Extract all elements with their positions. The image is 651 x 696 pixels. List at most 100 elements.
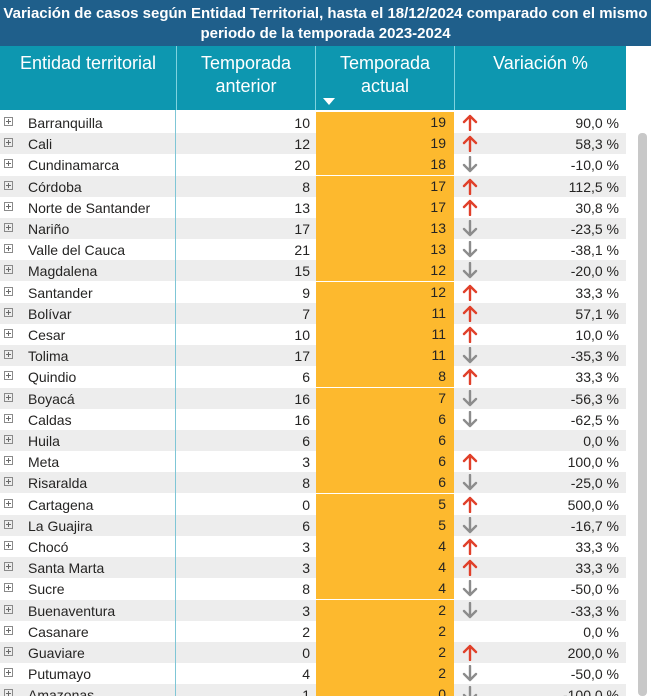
previous-value: 6 xyxy=(302,517,310,534)
current-value: 8 xyxy=(316,366,454,388)
expand-icon[interactable] xyxy=(4,562,13,572)
table-row[interactable]: Casanare 2 2 0,0 % xyxy=(0,620,626,642)
expand-icon[interactable] xyxy=(4,689,13,696)
current-value: 19 xyxy=(316,112,454,133)
current-value: 18 xyxy=(316,154,454,176)
table-row[interactable]: Putumayo 4 2 -50,0 % xyxy=(0,663,626,685)
table-row[interactable]: Nariño 17 13 -23,5 % xyxy=(0,218,626,239)
table-row[interactable]: Barranquilla 10 19 90,0 % xyxy=(0,112,626,133)
variation-value: -25,0 % xyxy=(570,475,619,492)
entity-name: Norte de Santander xyxy=(28,199,151,216)
previous-value: 15 xyxy=(294,263,310,280)
expand-icon[interactable] xyxy=(4,435,13,444)
table-row[interactable]: Córdoba 8 17 112,5 % xyxy=(0,175,626,197)
entity-name: Santa Marta xyxy=(28,560,105,577)
arrow-up-icon xyxy=(461,538,479,556)
sort-descending-icon[interactable] xyxy=(323,98,335,105)
expand-icon[interactable] xyxy=(4,223,13,232)
column-header-entity[interactable]: Entidad territorial xyxy=(19,53,157,73)
current-value: 13 xyxy=(316,218,454,239)
expand-icon[interactable] xyxy=(4,668,13,678)
expand-icon[interactable] xyxy=(4,456,13,466)
expand-icon[interactable] xyxy=(4,371,13,381)
entity-name: Guaviare xyxy=(28,645,85,661)
current-value: 17 xyxy=(316,175,454,197)
table-row[interactable]: Cartagena 0 5 500,0 % xyxy=(0,493,626,515)
current-value: 12 xyxy=(316,260,454,282)
table-row[interactable]: Chocó 3 4 33,3 % xyxy=(0,536,626,557)
current-value: 0 xyxy=(316,684,454,696)
expand-icon[interactable] xyxy=(4,604,13,614)
table-row[interactable]: Santander 9 12 33,3 % xyxy=(0,281,626,303)
expand-icon[interactable] xyxy=(4,265,13,275)
table-row[interactable]: Tolima 17 11 -35,3 % xyxy=(0,345,626,367)
expand-icon[interactable] xyxy=(4,477,13,487)
table-row[interactable]: Risaralda 8 6 -25,0 % xyxy=(0,472,626,494)
current-value: 7 xyxy=(316,387,454,409)
expand-icon[interactable] xyxy=(4,625,13,635)
table-row[interactable]: Meta 3 6 100,0 % xyxy=(0,451,626,473)
table-row[interactable]: Sucre 8 4 -50,0 % xyxy=(0,578,626,600)
expand-icon[interactable] xyxy=(4,392,13,402)
expand-icon[interactable] xyxy=(4,159,13,169)
entity-name: Caldas xyxy=(28,411,72,428)
expand-icon[interactable] xyxy=(4,201,13,211)
arrow-down-icon xyxy=(461,219,479,237)
current-value: 19 xyxy=(316,133,454,155)
table-row[interactable]: Cali 12 19 58,3 % xyxy=(0,133,626,155)
variation-value: 200,0 % xyxy=(567,645,619,661)
variation-value: -20,0 % xyxy=(570,263,619,280)
arrow-up-icon xyxy=(461,199,479,216)
previous-value: 20 xyxy=(294,157,310,174)
table-row[interactable]: Valle del Cauca 21 13 -38,1 % xyxy=(0,239,626,261)
table-row[interactable]: Guaviare 0 2 200,0 % xyxy=(0,642,626,663)
column-header-previous[interactable]: Temporada anterior xyxy=(200,53,292,96)
previous-value: 8 xyxy=(302,475,310,492)
column-header-current[interactable]: Temporada actual xyxy=(339,53,431,96)
current-value: 11 xyxy=(316,302,454,324)
table-row[interactable]: Huila 6 6 0,0 % xyxy=(0,430,626,451)
table-row[interactable]: Santa Marta 3 4 33,3 % xyxy=(0,557,626,579)
table-row[interactable]: Magdalena 15 12 -20,0 % xyxy=(0,260,626,282)
current-value: 2 xyxy=(316,642,454,663)
variation-value: -100,0 % xyxy=(562,687,619,696)
table-row[interactable]: Caldas 16 6 -62,5 % xyxy=(0,408,626,430)
table-row[interactable]: Quindio 6 8 33,3 % xyxy=(0,366,626,388)
expand-icon[interactable] xyxy=(4,647,13,656)
expand-icon[interactable] xyxy=(4,180,13,190)
table-row[interactable]: Bolívar 7 11 57,1 % xyxy=(0,302,626,324)
column-header-variation[interactable]: Variación % xyxy=(493,53,588,73)
expand-icon[interactable] xyxy=(4,329,13,338)
expand-icon[interactable] xyxy=(4,583,13,593)
expand-icon[interactable] xyxy=(4,138,13,148)
previous-value: 1 xyxy=(302,687,310,696)
expand-icon[interactable] xyxy=(4,117,13,126)
current-value: 12 xyxy=(316,281,454,303)
table-row[interactable]: Buenaventura 3 2 -33,3 % xyxy=(0,599,626,621)
expand-icon[interactable] xyxy=(4,244,13,254)
table-row[interactable]: Amazonas 1 0 -100,0 % xyxy=(0,684,626,696)
expand-icon[interactable] xyxy=(4,286,13,296)
expand-icon[interactable] xyxy=(4,519,13,529)
table-row[interactable]: Norte de Santander 13 17 30,8 % xyxy=(0,196,626,218)
expand-icon[interactable] xyxy=(4,307,13,317)
expand-icon[interactable] xyxy=(4,350,13,360)
current-value: 6 xyxy=(316,408,454,430)
expand-icon[interactable] xyxy=(4,541,13,550)
previous-value: 17 xyxy=(294,348,310,365)
table-row[interactable]: Cesar 10 11 10,0 % xyxy=(0,324,626,345)
table-body[interactable]: Barranquilla 10 19 90,0 % Cali 12 19 58,3 % Cund… xyxy=(0,110,626,696)
entity-name: Putumayo xyxy=(28,666,92,683)
vertical-scrollbar[interactable] xyxy=(638,133,647,696)
entity-name: Chocó xyxy=(28,539,69,555)
arrow-down-icon xyxy=(461,262,479,279)
expand-icon[interactable] xyxy=(4,413,13,423)
table-row[interactable]: Boyacá 16 7 -56,3 % xyxy=(0,387,626,409)
previous-value: 8 xyxy=(302,178,310,195)
expand-icon[interactable] xyxy=(4,498,13,508)
entity-name: Tolima xyxy=(28,348,69,365)
table-row[interactable]: Cundinamarca 20 18 -10,0 % xyxy=(0,154,626,176)
table-row[interactable]: La Guajira 6 5 -16,7 % xyxy=(0,514,626,536)
entity-name: Boyacá xyxy=(28,390,75,407)
previous-value: 16 xyxy=(294,390,310,407)
